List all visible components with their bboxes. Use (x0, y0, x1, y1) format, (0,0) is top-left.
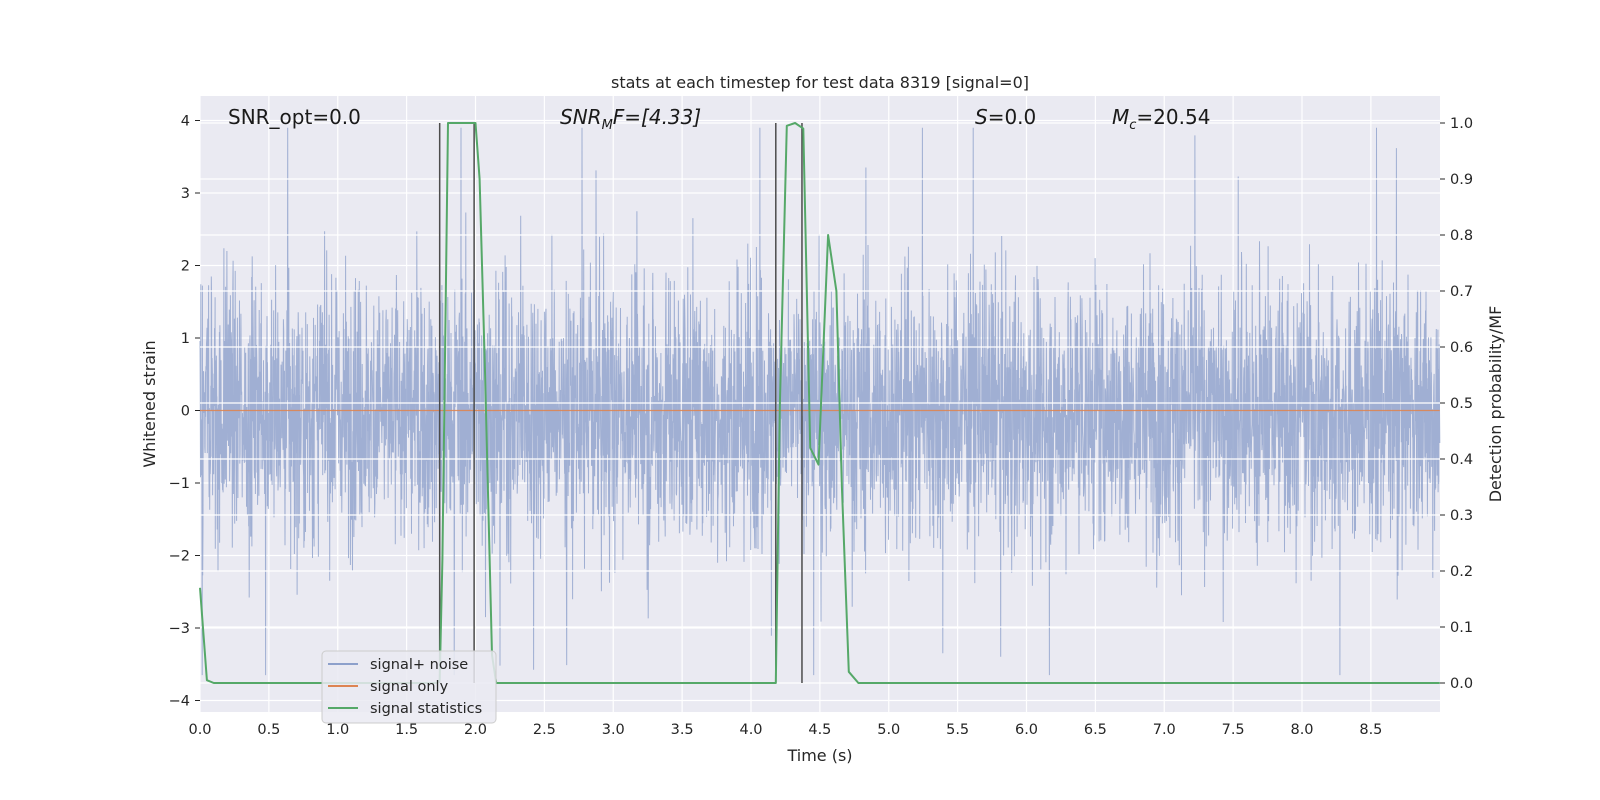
y-tick-label: −3 (169, 621, 190, 637)
annotation-snr-mf: SNRMF=[4.33] (560, 105, 701, 133)
y2-tick-label: 0.6 (1450, 340, 1473, 356)
y-tick-label: 0 (181, 404, 190, 420)
legend-label-signal-plus-noise: signal+ noise (370, 657, 468, 673)
x-tick-label: 8.5 (1359, 722, 1382, 738)
x-axis-ticks: 0.0 0.5 1.0 1.5 2.0 2.5 3.0 3.5 4.0 4.5 5.0 5.5 6.0 6… (188, 722, 1382, 738)
y-axis-ticks: 4 3 2 1 0 −1 −2 −3 −4 (169, 114, 200, 710)
y2-axis-ticks: 1.0 0.9 0.8 0.7 0.6 0.5 0.4 0.3 0.2 0.1 0.0 (1440, 116, 1473, 692)
x-tick-label: 5.5 (946, 722, 969, 738)
annotation-snr-opt: SNR_opt=0.0 (228, 105, 361, 129)
x-tick-label: 1.5 (395, 722, 418, 738)
series-signal-plus-noise (199, 127, 1441, 676)
legend-label-signal-only: signal only (370, 679, 449, 695)
x-tick-label: 0.5 (257, 722, 280, 738)
legend-label-signal-statistics: signal statistics (370, 701, 482, 717)
y2-tick-label: 0.8 (1450, 228, 1473, 244)
y-tick-label: −4 (169, 694, 190, 710)
y2-tick-label: 0.4 (1450, 452, 1473, 468)
signal-statistics-line (199, 122, 1440, 684)
x-tick-label: 3.0 (602, 722, 625, 738)
x-tick-label: 0.0 (188, 722, 211, 738)
y-tick-label: 4 (181, 114, 190, 130)
x-tick-label: 6.5 (1084, 722, 1107, 738)
x-tick-label: 4.5 (808, 722, 831, 738)
y2-tick-label: 0.3 (1450, 508, 1473, 524)
x-tick-label: 1.0 (326, 722, 349, 738)
y2-tick-label: 0.7 (1450, 284, 1473, 300)
x-axis-label: Time (s) (786, 746, 852, 765)
legend-box (321, 650, 497, 724)
event-markers (438, 123, 803, 683)
y-axis-label: Whitened strain (140, 340, 159, 467)
x-tick-label: 6.0 (1015, 722, 1038, 738)
series-signal-statistics (199, 122, 1440, 684)
x-tick-label: 7.0 (1153, 722, 1176, 738)
y-tick-label: −1 (169, 476, 190, 492)
y2-tick-label: 0.9 (1450, 172, 1473, 188)
y-tick-label: −2 (169, 549, 190, 565)
y2-tick-label: 0.1 (1450, 620, 1473, 636)
annotation-mc: Mc=20.54 (1112, 105, 1210, 133)
x-tick-label: 7.5 (1222, 722, 1245, 738)
y-tick-label: 1 (181, 331, 190, 347)
x-tick-label: 3.5 (671, 722, 694, 738)
y2-tick-label: 1.0 (1450, 116, 1473, 132)
noise-line (199, 127, 1441, 676)
x-tick-label: 2.0 (464, 722, 487, 738)
y2-axis-label: Detection probability/MF (1486, 306, 1505, 503)
y2-tick-label: 0.5 (1450, 396, 1473, 412)
y2-tick-label: 0.0 (1450, 676, 1473, 692)
y-tick-label: 3 (181, 186, 190, 202)
x-tick-label: 8.0 (1290, 722, 1313, 738)
annotation-s: S=0.0 (975, 105, 1036, 129)
chart-title: stats at each timestep for test data 831… (611, 73, 1029, 92)
legend: signal+ noise signal only signal statist… (321, 650, 497, 724)
x-tick-label: 2.5 (533, 722, 556, 738)
y-tick-label: 2 (181, 259, 190, 275)
x-tick-label: 5.0 (877, 722, 900, 738)
y2-tick-label: 0.2 (1450, 564, 1473, 580)
x-tick-label: 4.0 (739, 722, 762, 738)
